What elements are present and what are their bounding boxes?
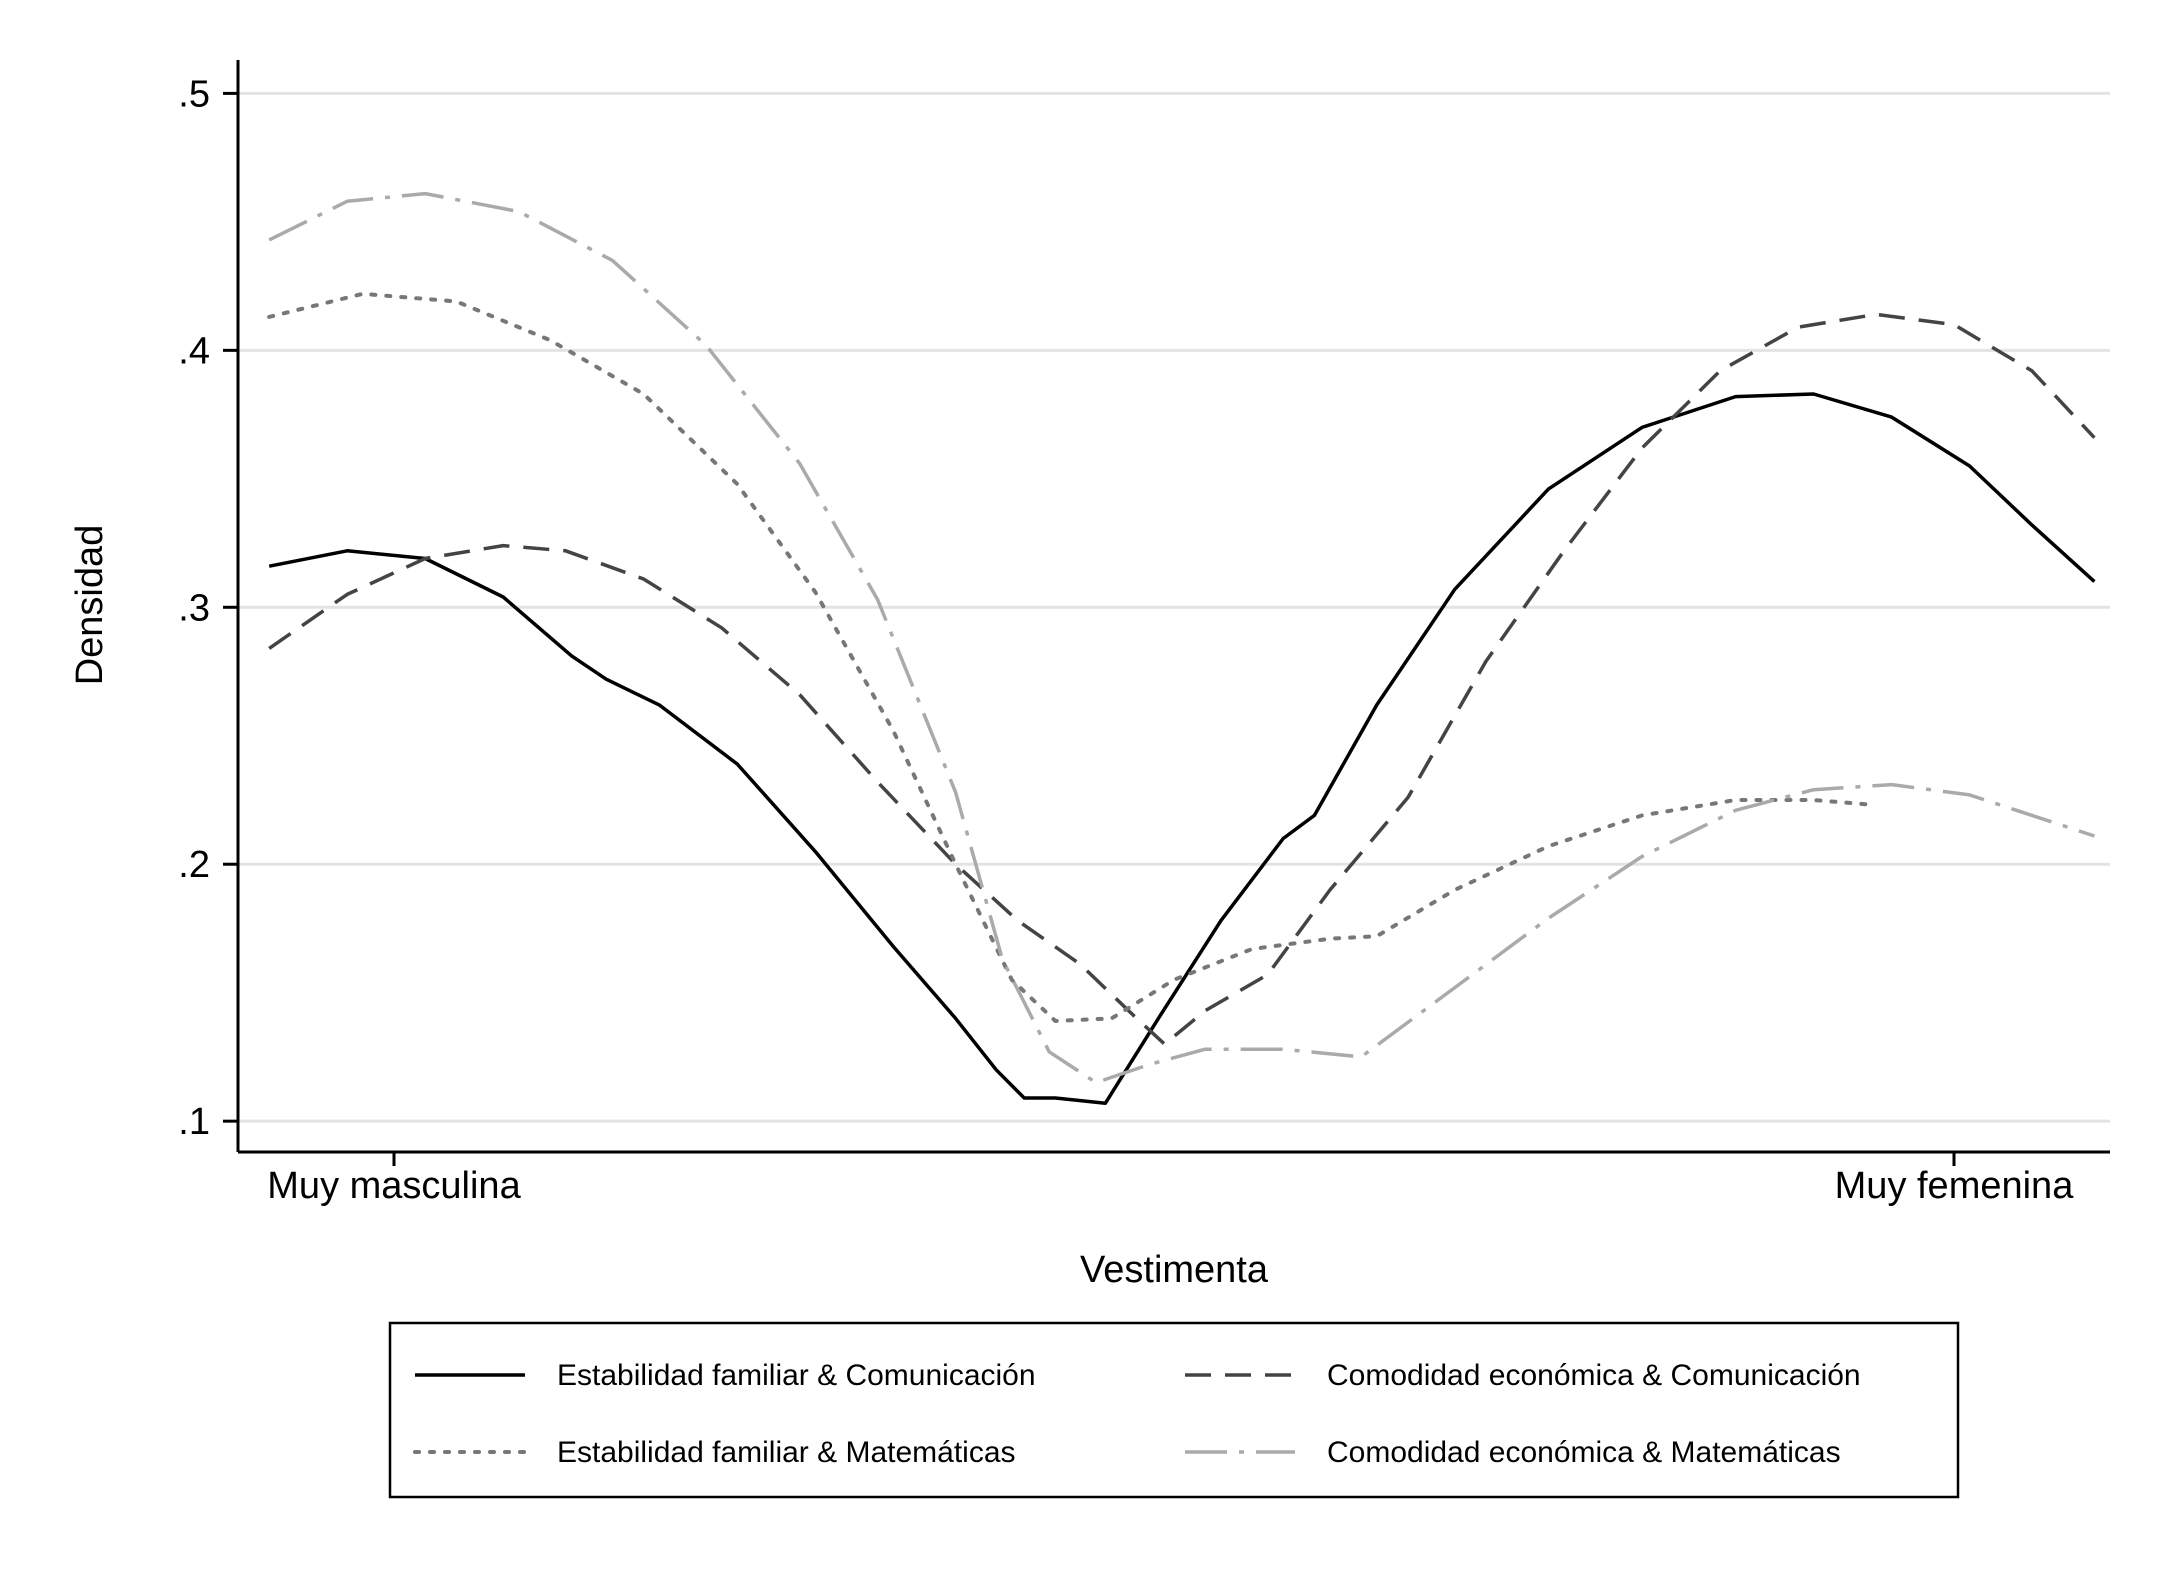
- y-tick-label-2: .3: [178, 587, 210, 629]
- y-tick-label-3: .4: [178, 330, 210, 372]
- y-ticks: .1 .2 .3 .4 .5: [178, 73, 238, 1143]
- legend-label-4: Comodidad económica & Matemáticas: [1327, 1436, 1841, 1469]
- x-axis-title: Vestimenta: [1080, 1249, 1269, 1291]
- legend-label-3: Estabilidad familiar & Matemáticas: [557, 1436, 1016, 1469]
- x-ticks: Muy masculina Muy femenina: [267, 1152, 2074, 1207]
- x-tick-label-1: Muy femenina: [1835, 1165, 2075, 1207]
- y-tick-label-4: .5: [178, 73, 210, 115]
- grid-lines: [238, 91, 2110, 1123]
- series-line-4: [268, 191, 2095, 1085]
- series-line-3: [267, 291, 1878, 1023]
- legend-items: Estabilidad familiar & Comunicación Comod…: [413, 1359, 1861, 1469]
- y-tick-label-0: .1: [178, 1101, 210, 1143]
- series-lines: [267, 191, 2096, 1105]
- series-line-2: [268, 312, 2096, 1046]
- y-axis-title: Densidad: [69, 525, 111, 686]
- legend-label-1: Estabilidad familiar & Comunicación: [557, 1359, 1036, 1392]
- y-tick-label-1: .2: [178, 844, 210, 886]
- series-line-1: [268, 392, 2096, 1105]
- legend-label-2: Comodidad económica & Comunicación: [1327, 1359, 1861, 1392]
- legend-box: [388, 1321, 1960, 1499]
- legend: Estabilidad familiar & Comunicación Comod…: [388, 1321, 1960, 1499]
- x-tick-label-0: Muy masculina: [267, 1165, 521, 1207]
